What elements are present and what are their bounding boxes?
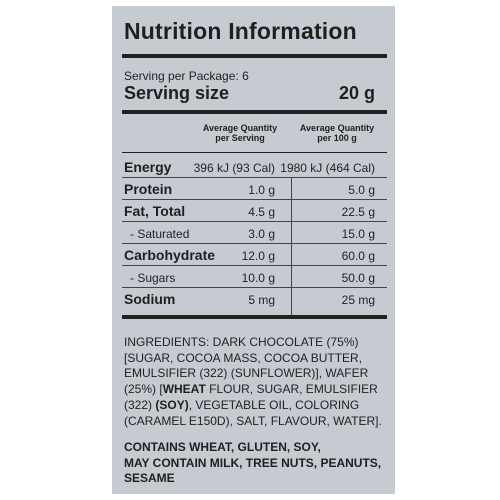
nutrient-row-fat-total: Fat, Total 4.5 g 22.5 g	[122, 202, 387, 222]
ingredients-allergen: (SOY)	[155, 397, 189, 412]
nutrient-label: Energy	[124, 159, 172, 175]
per-100g-value: 15.0 g	[341, 227, 375, 241]
row-divider	[122, 287, 387, 288]
ingredients-part: INGREDIENTS: DARK CHOCOLATE (75%) [SUGAR…	[124, 335, 369, 397]
nutrient-label: Carbohydrate	[124, 247, 216, 263]
nutrient-row-saturated: - Saturated 3.0 g 15.0 g	[122, 224, 387, 244]
nutrient-row-protein: Protein 1.0 g 5.0 g	[122, 180, 387, 200]
serving-divider	[122, 110, 387, 114]
per-serving-value: 12.0 g	[241, 249, 275, 263]
per-serving-value: 396 kJ (93 Cal)	[193, 161, 275, 175]
per-serving-value: 3.0 g	[248, 227, 275, 241]
row-divider	[122, 243, 387, 244]
allergen-line: CONTAINS WHEAT, GLUTEN, SOY,	[124, 440, 321, 454]
panel-title: Nutrition Information	[124, 18, 357, 44]
column-header-per-100g-line2: per 100 g	[317, 133, 357, 143]
per-100g-value: 22.5 g	[341, 205, 375, 219]
serving-per-package: Serving per Package: 6	[124, 69, 249, 83]
per-100g-value: 60.0 g	[341, 249, 375, 263]
nutrient-row-energy: Energy 396 kJ (93 Cal) 1980 kJ (464 Cal)	[122, 158, 387, 178]
header-divider	[122, 152, 387, 153]
nutrient-label: - Saturated	[130, 227, 190, 241]
column-divider	[291, 177, 292, 315]
column-header-per-100g-line1: Average Quantity	[299, 123, 375, 133]
nutrient-row-sodium: Sodium 5 mg 25 mg	[122, 290, 387, 310]
per-100g-value: 5.0 g	[348, 183, 375, 197]
row-divider	[122, 221, 387, 222]
per-serving-value: 1.0 g	[248, 183, 275, 197]
row-divider	[122, 265, 387, 266]
per-100g-value: 50.0 g	[341, 271, 375, 285]
column-header-per-100g: Average Quantity per 100 g	[287, 123, 387, 143]
ingredients-part: , VEGETABLE OIL, COLORING (CARAMEL E150D…	[124, 397, 382, 428]
nutrient-row-carbohydrate: Carbohydrate 12.0 g 60.0 g	[122, 246, 387, 266]
nutrition-panel: Nutrition Information Serving per Packag…	[112, 6, 395, 494]
per-100g-value: 1980 kJ (464 Cal)	[280, 161, 375, 175]
nutrient-label: Fat, Total	[124, 203, 186, 219]
allergen-line: MAY CONTAIN MILK, TREE NUTS, PEANUTS,	[124, 455, 382, 470]
per-100g-value: 25 mg	[341, 293, 375, 307]
per-serving-value: 5 mg	[248, 293, 275, 307]
column-header-per-serving-line2: per Serving	[215, 133, 265, 143]
ingredients-allergen: WHEAT	[162, 382, 206, 397]
nutrient-label: Sodium	[124, 291, 176, 307]
serving-size-label: Serving size	[124, 83, 230, 103]
ingredients-text: INGREDIENTS: DARK CHOCOLATE (75%) [SUGAR…	[124, 335, 386, 429]
row-divider	[122, 199, 387, 200]
allergen-line: SESAME	[124, 471, 175, 485]
table-bottom-divider	[122, 315, 387, 319]
allergen-statement: CONTAINS WHEAT, GLUTEN, SOY, MAY CONTAIN…	[124, 440, 386, 487]
nutrient-label: Protein	[124, 181, 173, 197]
nutrient-row-sugars: - Sugars 10.0 g 50.0 g	[122, 268, 387, 288]
ingredients-part: FLOUR, SUGAR, EMULSIFIER (322)	[124, 382, 378, 412]
row-divider	[122, 177, 387, 178]
serving-size-value: 20 g	[338, 83, 375, 103]
column-header-per-serving: Average Quantity per Serving	[189, 123, 291, 143]
title-divider	[122, 54, 387, 58]
column-header-per-serving-line1: Average Quantity	[202, 123, 278, 133]
per-serving-value: 10.0 g	[241, 271, 275, 285]
nutrient-label: - Sugars	[130, 271, 176, 285]
per-serving-value: 4.5 g	[248, 205, 275, 219]
